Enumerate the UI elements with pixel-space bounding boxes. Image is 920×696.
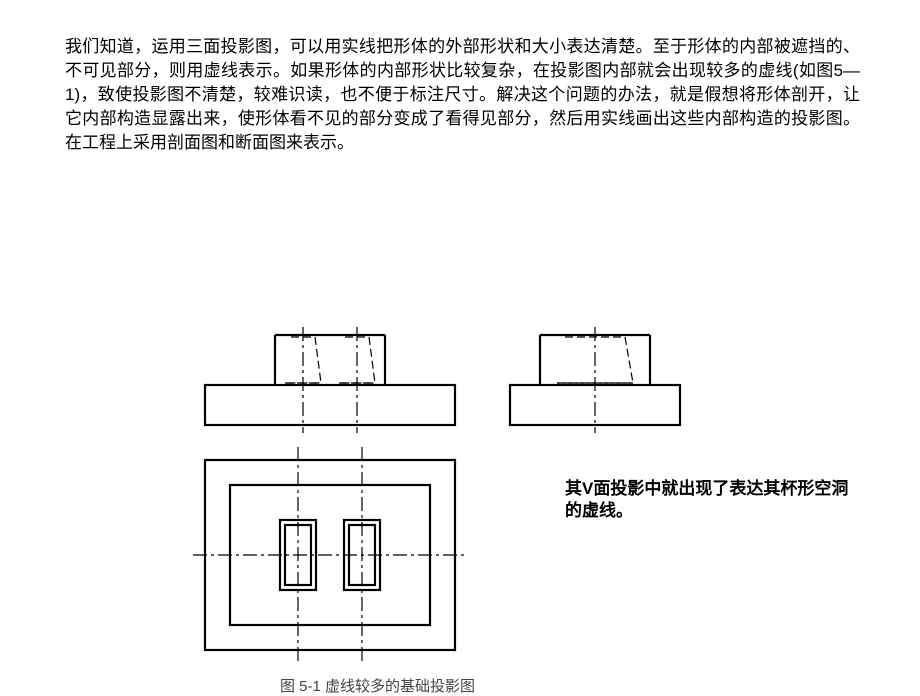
intro-paragraph: 我们知道，运用三面投影图，可以用实线把形体的外部形状和大小表达清楚。至于形体的内… (65, 35, 860, 155)
caption-text: 图 5-1 虚线较多的基础投影图 (280, 678, 475, 695)
annotation-text: 其V面投影中就出现了表达其杯形空洞的虚线。 (565, 479, 848, 520)
figure-caption: 图 5-1 虚线较多的基础投影图 (280, 675, 475, 696)
v-face-annotation: 其V面投影中就出现了表达其杯形空洞的虚线。 (565, 478, 865, 522)
intro-text: 我们知道，运用三面投影图，可以用实线把形体的外部形状和大小表达清楚。至于形体的内… (65, 37, 860, 152)
